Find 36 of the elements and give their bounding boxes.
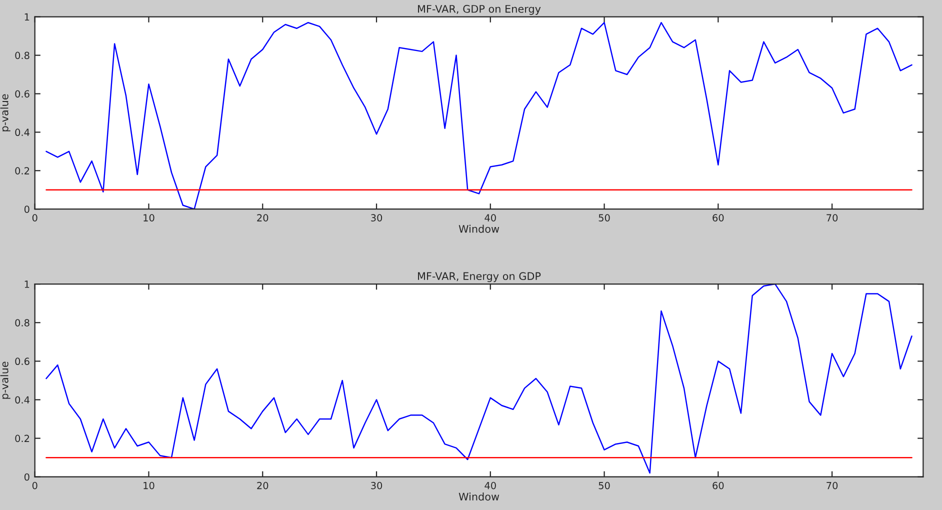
x-tick-label: 60	[712, 482, 724, 490]
x-tick-label: 10	[144, 214, 154, 222]
y-tick-label: 0	[24, 206, 30, 213]
y-axis-title: p-value	[0, 94, 10, 132]
line-series	[46, 22, 912, 210]
x-tick-label: 10	[144, 482, 154, 490]
y-tick-label: 0.6	[15, 90, 30, 98]
x-tick-label: 30	[371, 214, 382, 222]
x-tick-label: 0	[32, 214, 38, 222]
y-tick-label: 1	[24, 280, 30, 288]
y-tick-label: 0.2	[15, 434, 30, 442]
y-tick-label: 0.8	[15, 319, 30, 326]
y-tick-label: 0.8	[15, 52, 30, 60]
x-tick-label: 70	[826, 214, 838, 222]
x-tick-label: 40	[484, 214, 496, 222]
x-tick-label: 60	[712, 214, 724, 222]
x-tick-label: 70	[826, 482, 838, 490]
x-tick-label: 0	[32, 482, 38, 490]
x-tick-label: 40	[484, 482, 496, 490]
y-tick-label: 0	[24, 473, 30, 481]
y-axis-title: p-value	[0, 362, 10, 399]
x-axis-title: Window	[458, 492, 500, 501]
x-tick-label: 50	[598, 214, 610, 222]
x-tick-label: 50	[598, 482, 610, 490]
x-axis-title: Window	[458, 224, 500, 233]
y-tick-label: 0.2	[15, 167, 30, 174]
y-tick-label: 0.4	[15, 396, 30, 404]
y-tick-label: 0.6	[15, 358, 30, 366]
y-tick-label: 0.4	[15, 128, 30, 136]
x-tick-label: 30	[371, 482, 382, 490]
y-tick-label: 1	[24, 13, 30, 21]
chart-title: MF-VAR, GDP on Energy	[418, 4, 541, 15]
line-series	[46, 284, 912, 474]
chart-title: MF-VAR, Energy on GDP	[418, 272, 541, 282]
x-tick-label: 20	[257, 214, 268, 222]
x-tick-label: 20	[257, 482, 268, 490]
